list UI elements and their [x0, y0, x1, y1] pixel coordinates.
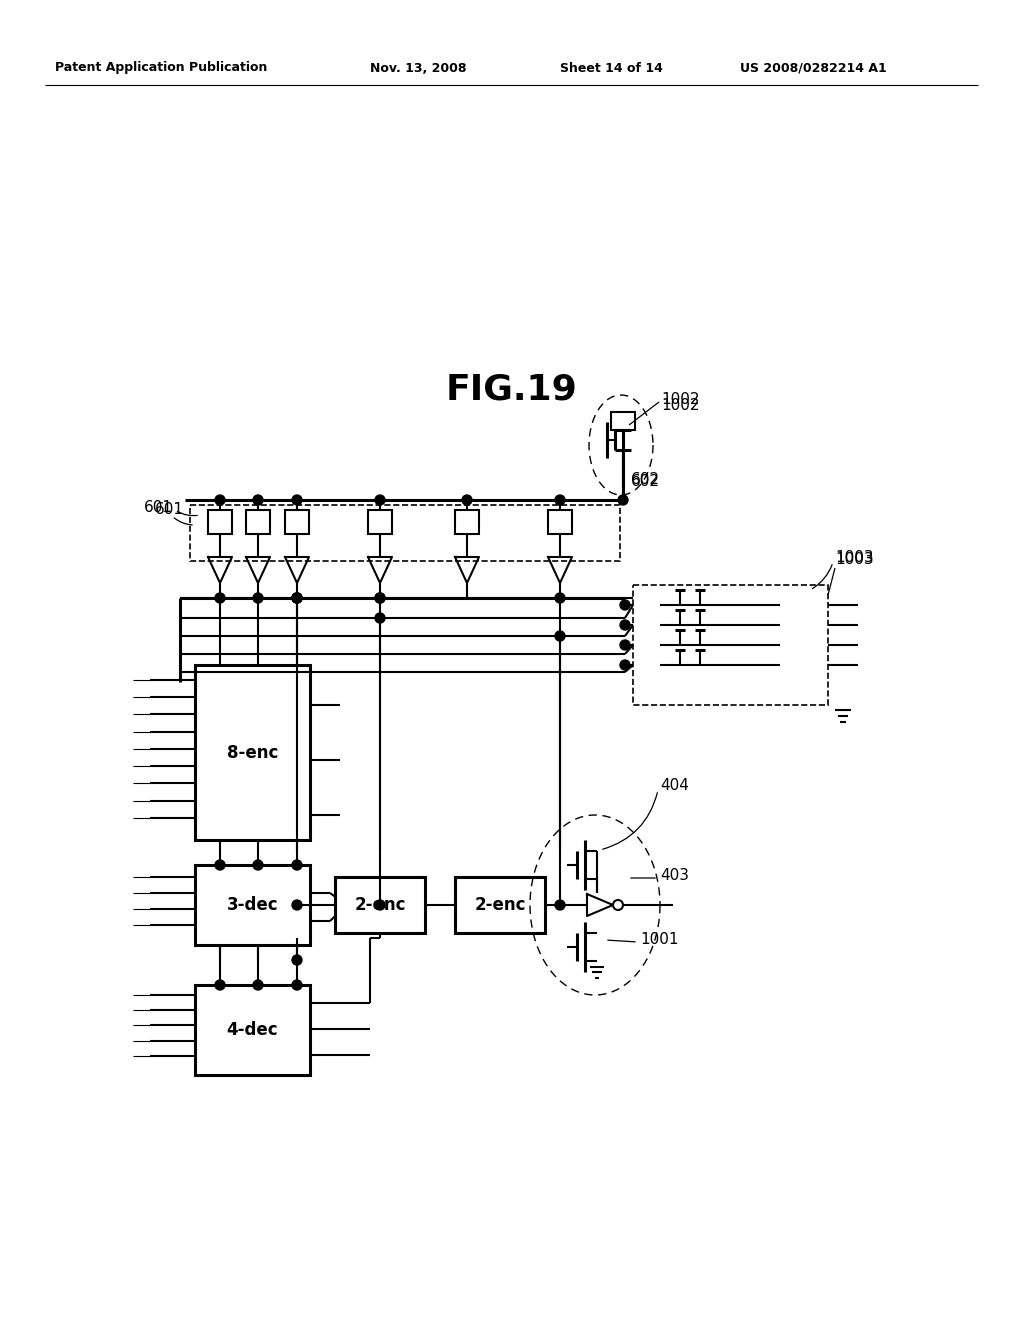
Text: Nov. 13, 2008: Nov. 13, 2008: [370, 62, 467, 74]
Bar: [368, 510, 392, 535]
Circle shape: [253, 979, 263, 990]
Circle shape: [253, 861, 263, 870]
Text: 601: 601: [155, 503, 184, 517]
Circle shape: [375, 612, 385, 623]
Bar: [455, 876, 545, 933]
Circle shape: [620, 640, 630, 649]
Text: 602: 602: [631, 473, 660, 487]
Bar: [285, 510, 309, 535]
Circle shape: [215, 593, 225, 603]
Text: 1003: 1003: [835, 550, 873, 565]
Text: 2-enc: 2-enc: [474, 896, 525, 913]
Circle shape: [555, 495, 565, 506]
Circle shape: [555, 900, 565, 909]
Text: 2-enc: 2-enc: [354, 896, 406, 913]
Text: 403: 403: [660, 867, 689, 883]
FancyArrowPatch shape: [608, 940, 635, 942]
Circle shape: [620, 601, 630, 610]
Bar: [633, 585, 828, 705]
Bar: [335, 876, 425, 933]
Bar: [455, 510, 479, 535]
Circle shape: [292, 593, 302, 603]
Text: 1002: 1002: [662, 397, 699, 412]
Bar: [246, 510, 270, 535]
Circle shape: [215, 861, 225, 870]
Circle shape: [462, 495, 472, 506]
Circle shape: [292, 495, 302, 506]
Circle shape: [375, 900, 385, 909]
Circle shape: [292, 861, 302, 870]
Circle shape: [292, 979, 302, 990]
Text: 1003: 1003: [835, 553, 873, 568]
Text: Sheet 14 of 14: Sheet 14 of 14: [560, 62, 663, 74]
Text: 1001: 1001: [640, 932, 679, 948]
Text: 1002: 1002: [662, 392, 699, 408]
Bar: [190, 506, 620, 561]
Text: Patent Application Publication: Patent Application Publication: [55, 62, 267, 74]
Text: 601: 601: [144, 500, 173, 516]
Circle shape: [292, 954, 302, 965]
FancyArrowPatch shape: [812, 565, 833, 589]
Circle shape: [292, 900, 302, 909]
Text: 404: 404: [660, 777, 689, 792]
Circle shape: [253, 593, 263, 603]
Bar: [195, 985, 310, 1074]
Circle shape: [618, 495, 628, 506]
FancyArrowPatch shape: [177, 511, 198, 516]
Bar: [195, 665, 310, 840]
Circle shape: [375, 593, 385, 603]
Bar: [548, 510, 572, 535]
Circle shape: [375, 593, 385, 603]
Circle shape: [253, 495, 263, 506]
Bar: [195, 865, 310, 945]
Text: 602: 602: [631, 474, 660, 490]
Bar: [208, 510, 232, 535]
Circle shape: [620, 660, 630, 671]
Circle shape: [375, 495, 385, 506]
Text: FIG.19: FIG.19: [446, 374, 578, 407]
Circle shape: [555, 593, 565, 603]
Text: 4-dec: 4-dec: [226, 1020, 279, 1039]
Circle shape: [555, 631, 565, 642]
Bar: [611, 412, 635, 430]
Text: 8-enc: 8-enc: [226, 743, 279, 762]
Circle shape: [292, 593, 302, 603]
Circle shape: [215, 979, 225, 990]
Circle shape: [292, 593, 302, 603]
Circle shape: [620, 620, 630, 630]
Text: US 2008/0282214 A1: US 2008/0282214 A1: [740, 62, 887, 74]
FancyArrowPatch shape: [174, 517, 193, 525]
Circle shape: [215, 495, 225, 506]
FancyArrowPatch shape: [603, 793, 657, 849]
Text: 3-dec: 3-dec: [226, 896, 279, 913]
